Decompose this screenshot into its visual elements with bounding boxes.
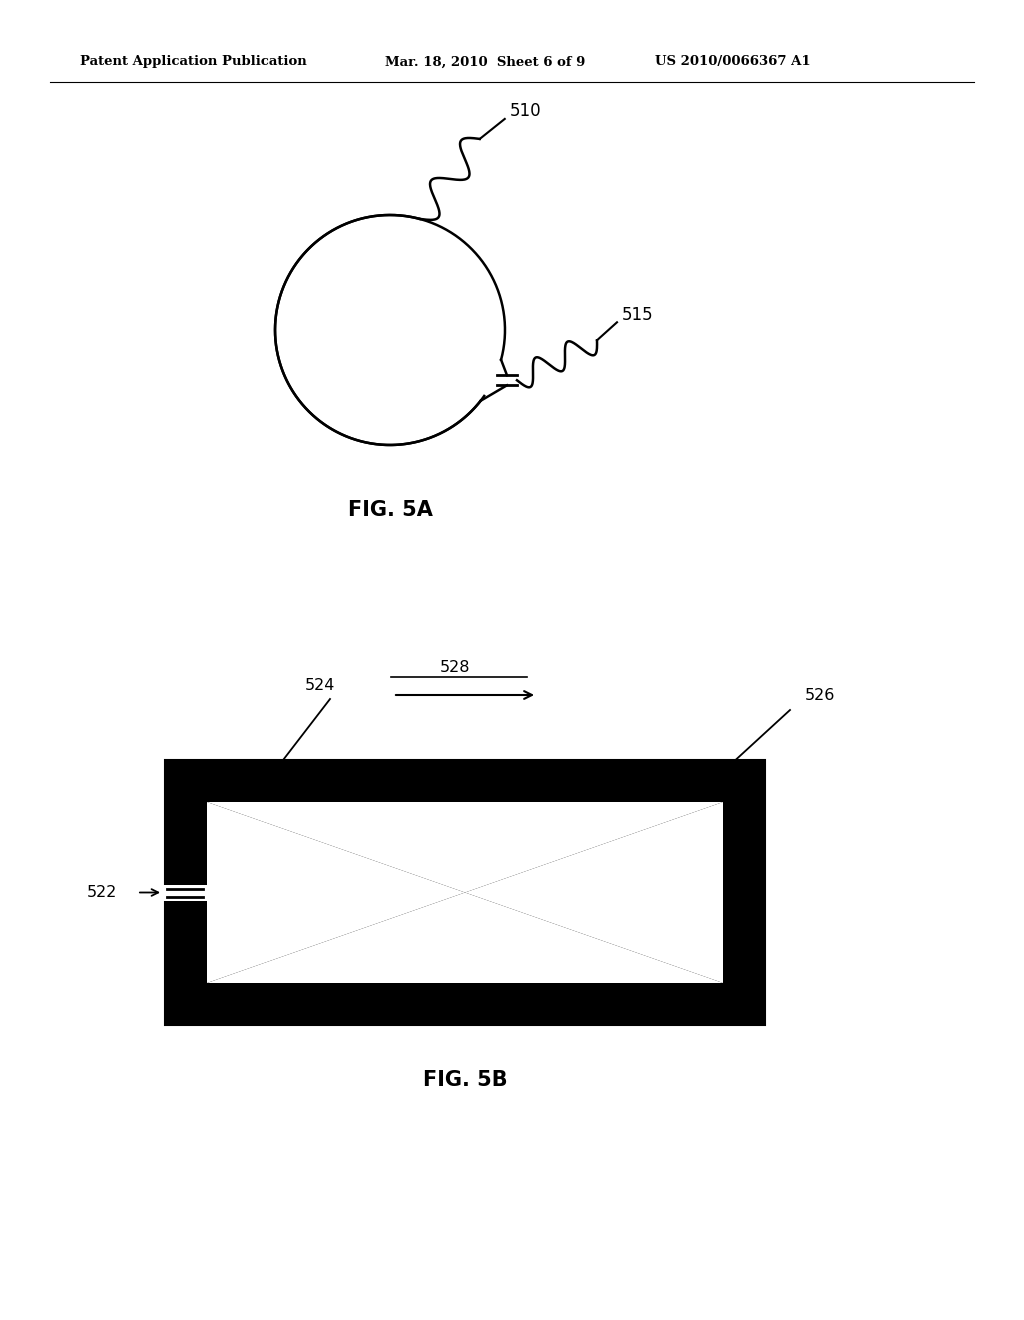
FancyBboxPatch shape — [207, 803, 723, 983]
Polygon shape — [207, 803, 723, 892]
Polygon shape — [200, 783, 730, 1003]
Text: 526: 526 — [805, 688, 836, 702]
Text: FIG. 5A: FIG. 5A — [347, 500, 432, 520]
Bar — [163, 884, 209, 900]
Polygon shape — [200, 783, 730, 1003]
Text: 528: 528 — [439, 660, 470, 675]
Text: Patent Application Publication: Patent Application Publication — [80, 55, 307, 69]
Text: 522: 522 — [87, 884, 117, 900]
Polygon shape — [465, 803, 723, 983]
Polygon shape — [207, 892, 723, 983]
Text: FIG. 5B: FIG. 5B — [423, 1071, 507, 1090]
FancyBboxPatch shape — [165, 760, 765, 1026]
Text: Mar. 18, 2010  Sheet 6 of 9: Mar. 18, 2010 Sheet 6 of 9 — [385, 55, 586, 69]
Polygon shape — [207, 803, 465, 983]
Bar — [165, 760, 765, 1026]
Text: 510: 510 — [510, 102, 542, 120]
Text: 515: 515 — [622, 306, 653, 325]
Text: 524: 524 — [305, 677, 335, 693]
Text: US 2010/0066367 A1: US 2010/0066367 A1 — [655, 55, 811, 69]
